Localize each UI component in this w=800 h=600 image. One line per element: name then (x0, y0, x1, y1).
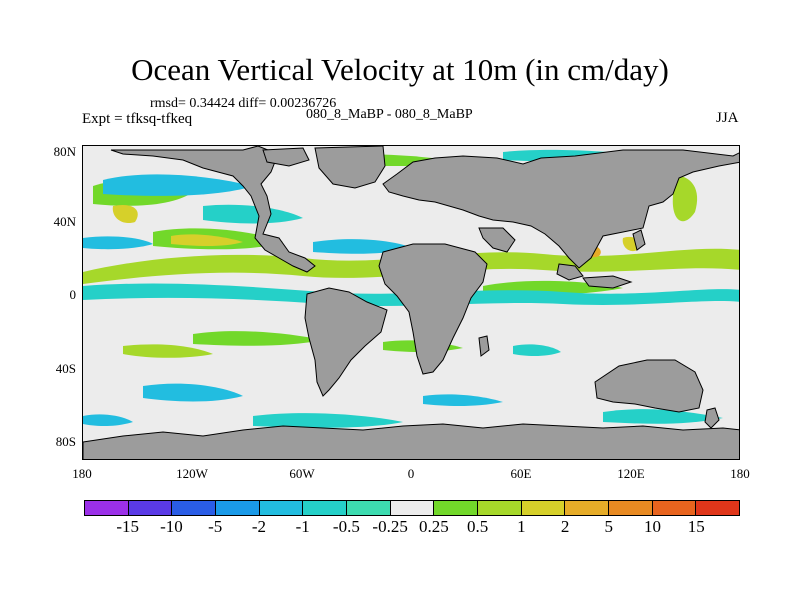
colorbar-label: -5 (208, 517, 223, 536)
colorbar-segment (478, 501, 522, 515)
y-tick-label: 80S (55, 434, 76, 449)
x-tick-label: 60E (510, 466, 532, 481)
colorbar-label: 5 (604, 517, 614, 536)
map-plot-area (82, 145, 740, 460)
experiment-label: Expt = tfksq-tfkeq (82, 111, 193, 127)
colorbar-segment (434, 501, 479, 515)
y-tick-label: 40N (53, 214, 76, 229)
colorbar-segment (652, 501, 697, 515)
colorbar-segment (172, 501, 217, 515)
colorbar-label: 1 (517, 517, 526, 536)
colorbar-segment (128, 501, 173, 515)
colorbar-segment (303, 501, 348, 515)
colorbar-label: -0.25 (372, 517, 408, 536)
colorbar-label: -2 (251, 517, 266, 536)
colorbar-segment (609, 501, 653, 515)
y-tick-label: 80N (53, 144, 76, 159)
colorbar-segment (565, 501, 610, 515)
colorbar-segment (390, 501, 435, 515)
season-label: JJA (716, 110, 739, 126)
chart-title: Ocean Vertical Velocity at 10m (in cm/da… (131, 52, 669, 87)
x-tick-label: 180 (730, 466, 750, 481)
colorbar-label: 0.25 (418, 517, 449, 536)
x-tick-label: 60W (289, 466, 315, 481)
colorbar-segment (259, 501, 304, 515)
colorbar-label: -15 (116, 517, 140, 536)
x-tick-label: 180 (72, 466, 92, 481)
colorbar (84, 500, 740, 516)
y-tick-label: 0 (69, 287, 77, 302)
colorbar-label: 15 (687, 517, 705, 536)
colorbar-label: 2 (560, 517, 570, 536)
colorbar-label: 10 (644, 517, 662, 536)
colorbar-segment (696, 501, 740, 515)
case-pair-label: 080_8_MaBP - 080_8_MaBP (306, 107, 473, 122)
x-tick-label: 0 (407, 466, 415, 481)
x-tick-label: 120E (617, 466, 645, 481)
colorbar-segment (216, 501, 260, 515)
colorbar-segment (347, 501, 391, 515)
colorbar-label: -1 (295, 517, 310, 536)
colorbar-segment (85, 501, 129, 515)
y-tick-label: 40S (55, 361, 76, 376)
colorbar-label: 0.5 (466, 517, 489, 536)
x-tick-label: 120W (176, 466, 208, 481)
colorbar-segment (521, 501, 566, 515)
colorbar-label: -10 (160, 517, 183, 536)
map-field (83, 146, 739, 459)
colorbar-label: -0.5 (332, 517, 360, 536)
land-mask (83, 146, 739, 459)
stats-line: rmsd= 0.34424 diff= 0.00236726 (150, 96, 337, 111)
